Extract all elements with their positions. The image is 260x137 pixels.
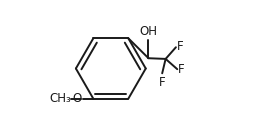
Text: F: F	[177, 40, 184, 53]
Text: OH: OH	[140, 25, 158, 38]
Text: CH₃: CH₃	[49, 92, 71, 105]
Text: F: F	[159, 76, 166, 89]
Text: O: O	[73, 92, 82, 105]
Text: F: F	[178, 63, 185, 76]
